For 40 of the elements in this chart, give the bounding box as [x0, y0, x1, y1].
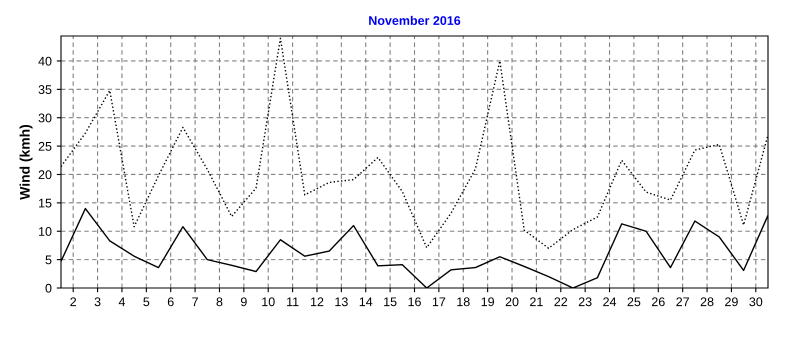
x-tick-label: 16	[408, 297, 421, 306]
x-tick-label: 28	[700, 297, 714, 306]
x-tick-label: 15	[384, 297, 397, 306]
x-tick-label: 14	[360, 297, 372, 306]
x-tick-label: 22	[554, 297, 568, 306]
x-tick-label: 19	[482, 297, 494, 306]
chart-title: November 2016	[369, 16, 460, 26]
x-tick-label: 3	[94, 297, 100, 306]
x-tick-label: 6	[168, 297, 174, 306]
x-tick-label: 10	[262, 297, 275, 306]
y-tick-label: 15	[39, 198, 52, 208]
x-tick-label: 24	[603, 297, 616, 306]
y-axis-title: Wind (kmh)	[20, 124, 33, 200]
y-tick-label: 20	[38, 170, 52, 180]
x-tick-label: 21	[530, 297, 543, 306]
x-tick-label: 20	[506, 297, 518, 306]
x-tick-label: 29	[725, 297, 738, 306]
x-tick-label: 27	[676, 297, 689, 306]
x-tick-label: 30	[749, 297, 762, 306]
x-tick-label: 11	[287, 297, 298, 306]
x-tick-label: 7	[192, 297, 198, 306]
x-tick-label: 8	[216, 297, 222, 306]
x-tick-label: 9	[240, 297, 247, 306]
x-tick-label: 25	[628, 297, 640, 306]
x-tick-label: 23	[578, 297, 592, 306]
y-tick-label: 0	[46, 284, 52, 293]
x-tick-label: 5	[143, 297, 150, 306]
x-tick-label: 13	[335, 297, 348, 306]
x-tick-label: 2	[70, 297, 76, 306]
x-tick-label: 26	[652, 297, 665, 306]
x-tick-label: 17	[432, 297, 446, 306]
y-tick-label: 40	[38, 56, 52, 66]
y-tick-label: 35	[38, 85, 52, 94]
y-tick-label: 5	[46, 256, 52, 264]
y-tick-label: 10	[39, 227, 52, 236]
y-tick-label: 25	[38, 142, 52, 151]
x-tick-label: 18	[457, 297, 470, 306]
x-tick-label: 12	[310, 297, 324, 306]
y-tick-label: 30	[38, 114, 52, 122]
x-tick-label: 4	[118, 297, 126, 306]
